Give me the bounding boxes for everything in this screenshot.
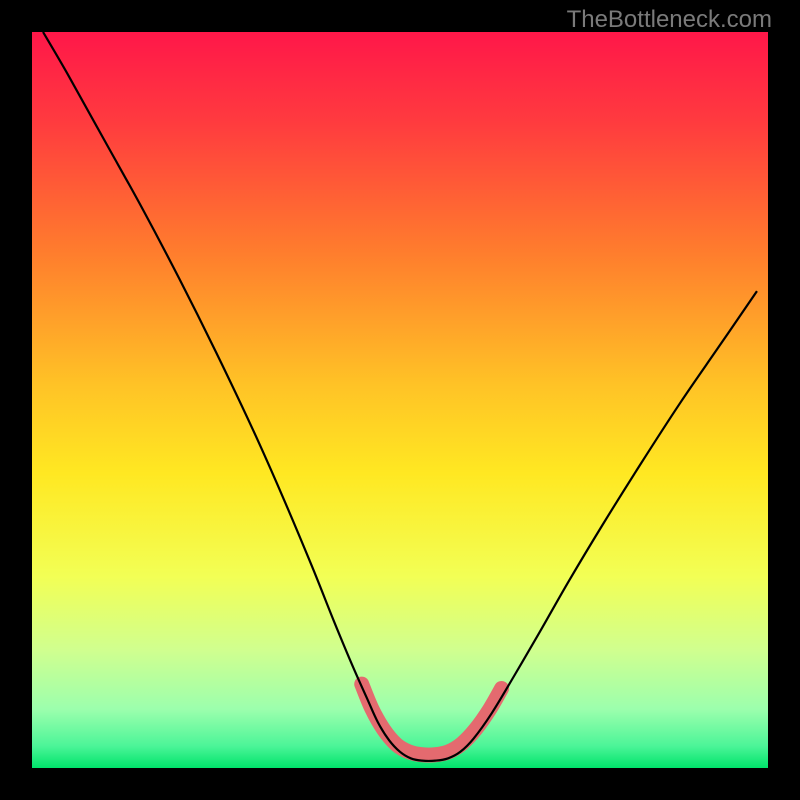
chart-svg xyxy=(32,32,768,768)
gradient-background xyxy=(32,32,768,768)
plot-area xyxy=(32,32,768,768)
stage: TheBottleneck.com xyxy=(0,0,800,800)
watermark-text: TheBottleneck.com xyxy=(567,6,772,34)
